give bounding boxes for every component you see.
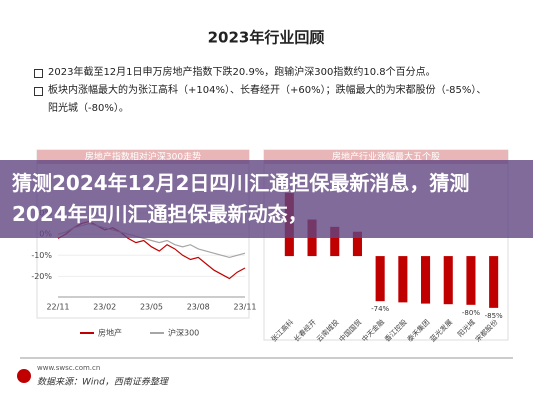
right-chart-title: 房地产行业涨幅最大五个股: [332, 151, 440, 163]
bar: [466, 256, 476, 305]
left-chart-title: 房地产指数相对沪深300走势: [85, 151, 201, 163]
y-tick-label: -10%: [31, 251, 52, 260]
y-tick-label: -20%: [31, 272, 52, 281]
bullet: 板块内涨幅最大的为张江高科（+104%）、长春经开（+60%）；跌幅最大的为宋都…: [34, 82, 488, 118]
x-tick-label: 23/11: [233, 303, 256, 312]
bar: [489, 256, 499, 308]
x-tick-label: 22/11: [46, 303, 69, 312]
bar: [352, 231, 362, 257]
site: www.swsc.com.cn: [37, 364, 100, 372]
banner: 猜测2024年12月2日四川汇通担保最新消息，猜测2024年四川汇通担保最新动态…: [0, 160, 533, 238]
x-tick-label: 23/05: [140, 303, 163, 312]
bullet: 2023年截至12月1日申万房地产指数下跌20.9%，跑输沪深300指数约10.…: [34, 64, 488, 82]
x-tick-label: 23/02: [93, 303, 116, 312]
x-tick-label: 23/08: [187, 303, 210, 312]
logo: [17, 369, 31, 383]
value-label: -74%: [371, 305, 389, 313]
legend-label: 房地产: [98, 328, 122, 338]
bar: [398, 256, 408, 303]
value-label: -80%: [462, 309, 480, 317]
title: 2023年行业回顾: [208, 29, 325, 47]
source: 数据来源：Wind，西南证券整理: [37, 377, 170, 388]
bar: [375, 256, 385, 302]
bar: [443, 256, 453, 305]
bar: [421, 256, 431, 304]
legend-label: 沪深300: [168, 328, 199, 338]
value-label: -85%: [485, 312, 503, 320]
bar: [330, 226, 340, 257]
